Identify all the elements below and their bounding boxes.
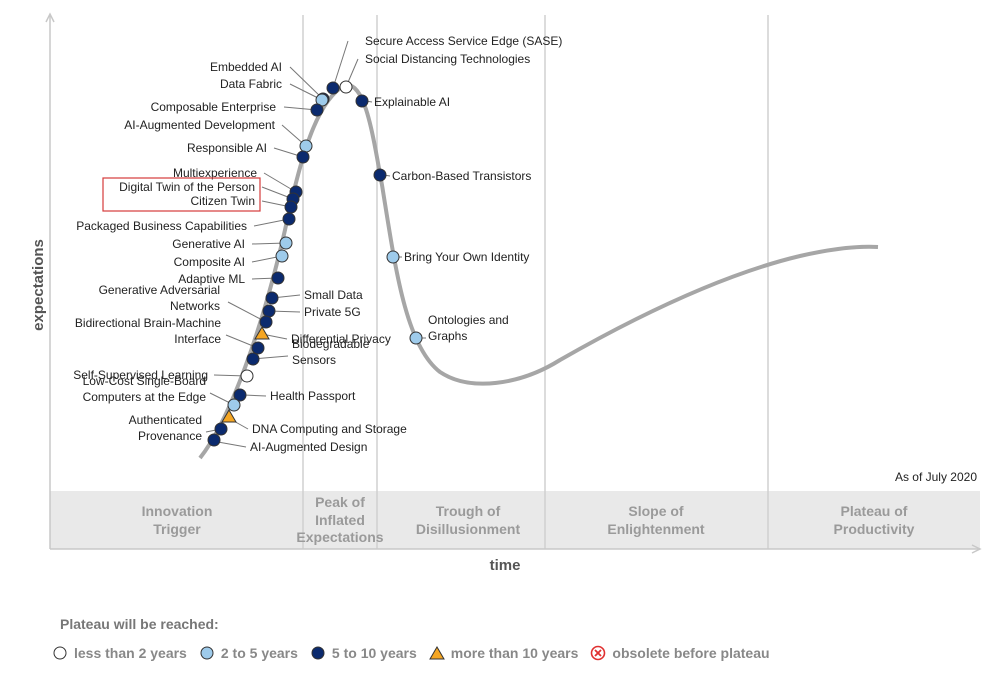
label-bidirectional-brain-machine-interface: Bidirectional Brain-Machine Interface: [75, 316, 221, 346]
circle-icon: [311, 646, 325, 660]
highlight-box: [102, 177, 261, 212]
marker-health-passport: [233, 388, 247, 402]
legend-item-more-than-10-years: more than 10 years: [428, 645, 579, 661]
label-small-data: Small Data: [304, 288, 363, 302]
label-embedded-ai: Embedded AI: [210, 60, 282, 74]
label-bring-your-own-identity: Bring Your Own Identity: [404, 250, 529, 264]
phase-label-slope-of-enlightenment: Slope of Enlightenment: [607, 503, 705, 537]
label-low-cost-single-board-computers-at-the-edge: Low-Cost Single-Board Computers at the Ed…: [83, 374, 207, 404]
label-packaged-business-capabilities: Packaged Business Capabilities: [76, 219, 247, 233]
point-markers: [207, 80, 423, 447]
label-dna-computing-and-storage: DNA Computing and Storage: [252, 422, 407, 436]
label-generative-ai: Generative AI: [172, 237, 245, 251]
marker-composable-enterprise: [310, 103, 324, 117]
marker-secure-access-service-edge-sase: [326, 81, 340, 95]
label-explainable-ai: Explainable AI: [374, 95, 450, 109]
marker-responsible-ai: [296, 150, 310, 164]
phase-dividers: [302, 15, 769, 549]
label-composable-enterprise: Composable Enterprise: [151, 100, 277, 114]
obsolete-x-icon: [591, 645, 606, 661]
leader-generative-adversarial-networks: [227, 301, 267, 323]
marker-ai-augmented-design: [207, 433, 221, 447]
legend-item-5-to-10-years: 5 to 10 years: [310, 645, 417, 661]
marker-small-data: [265, 291, 279, 305]
label-private-5g: Private 5G: [304, 305, 361, 319]
marker-dna-computing-and-storage: [221, 409, 237, 423]
legend-item-2-to-5-years: 2 to 5 years: [199, 645, 298, 661]
marker-explainable-ai: [355, 94, 369, 108]
leader-ai-augmented-design: [217, 441, 247, 448]
marker-low-cost-single-board-computers-at-the-edge: [227, 398, 241, 412]
label-adaptive-ml: Adaptive ML: [178, 272, 245, 286]
legend-label: less than 2 years: [74, 645, 187, 661]
marker-differential-privacy: [254, 326, 270, 340]
as-of-note: As of July 2020: [895, 470, 977, 484]
legend-label: obsolete before plateau: [612, 645, 770, 661]
legend-label: more than 10 years: [450, 645, 579, 661]
marker-generative-ai: [279, 236, 293, 250]
leader-secure-access-service-edge-sase: [332, 40, 349, 89]
triangle-icon: [428, 646, 445, 660]
label-carbon-based-transistors: Carbon-Based Transistors: [392, 169, 531, 183]
marker-packaged-business-capabilities: [282, 212, 296, 226]
marker-bidirectional-brain-machine-interface: [251, 341, 265, 355]
label-ai-augmented-design: AI-Augmented Design: [250, 440, 367, 454]
axes: [45, 12, 982, 554]
marker-authenticated-provenance: [214, 422, 228, 436]
label-self-supervised-learning: Self-Supervised Learning: [73, 368, 208, 382]
marker-biodegradable-sensors: [246, 352, 260, 366]
label-multiexperience: Multiexperience: [173, 166, 257, 180]
marker-self-supervised-learning: [240, 369, 254, 383]
y-axis-title: expectations: [30, 239, 47, 331]
legend-label: 5 to 10 years: [331, 645, 417, 661]
leader-embedded-ai: [289, 66, 324, 100]
hype-curve: [198, 82, 879, 460]
x-axis-title: time: [490, 557, 521, 574]
label-authenticated-provenance: Authenticated Provenance: [129, 413, 203, 443]
circle-icon: [53, 646, 67, 660]
marker-ai-augmented-development: [299, 139, 313, 153]
circle-icon: [200, 646, 214, 660]
hype-cycle-chart: Secure Access Service Edge (SASE) Social …: [30, 12, 982, 574]
legend-title: Plateau will be reached:: [60, 616, 219, 632]
label-responsible-ai: Responsible AI: [187, 141, 267, 155]
point-labels: Secure Access Service Edge (SASE) Social …: [73, 34, 562, 454]
label-ai-augmented-development: AI-Augmented Development: [124, 118, 275, 132]
leader-health-passport: [243, 394, 267, 397]
label-composite-ai: Composite AI: [174, 255, 245, 269]
label-generative-adversarial-networks: Generative Adversarial Networks: [99, 283, 220, 313]
label-differential-privacy: Differential Privacy: [291, 332, 391, 346]
label-health-passport: Health Passport: [270, 389, 356, 403]
phase-label-peak-of-inflated-expectations: Peak of Inflated Expectations: [296, 494, 383, 545]
label-digital-twin-of-the-person: Digital Twin of the Person: [119, 180, 255, 194]
legend-label: 2 to 5 years: [220, 645, 298, 661]
label-data-fabric: Data Fabric: [220, 77, 282, 91]
label-biodegradable-sensors: Biodegradable Sensors: [292, 337, 370, 367]
label-citizen-twin: Citizen Twin: [191, 194, 255, 208]
marker-composite-ai: [275, 249, 289, 263]
marker-generative-adversarial-networks: [259, 315, 273, 329]
legend-item-obsolete-before-plateau: obsolete before plateau: [590, 645, 770, 661]
marker-ontologies-and-graphs: [409, 331, 423, 345]
label-social-distancing-technologies: Social Distancing Technologies: [365, 52, 530, 66]
phase-labels: Innovation Trigger Peak of Inflated Expectat…: [142, 494, 915, 545]
marker-citizen-twin: [284, 200, 298, 214]
phase-label-innovation-trigger: Innovation Trigger: [142, 503, 213, 537]
marker-private-5g: [262, 304, 276, 318]
marker-carbon-based-transistors: [373, 168, 387, 182]
legend-item-less-than-2-years: less than 2 years: [52, 645, 187, 661]
phase-label-trough-of-disillusionment: Trough of Disillusionment: [416, 503, 521, 537]
label-secure-access-service-edge-sase: Secure Access Service Edge (SASE): [365, 34, 562, 48]
marker-adaptive-ml: [271, 271, 285, 285]
marker-social-distancing-technologies: [339, 80, 353, 94]
phase-label-plateau-of-productivity: Plateau of Productivity: [834, 503, 915, 537]
legend: less than 2 years 2 to 5 years 5 to 10 yea…: [52, 645, 782, 661]
label-ontologies-and-graphs: Ontologies and Graphs: [428, 313, 509, 343]
marker-bring-your-own-identity: [386, 250, 400, 264]
phase-background: [50, 491, 980, 549]
